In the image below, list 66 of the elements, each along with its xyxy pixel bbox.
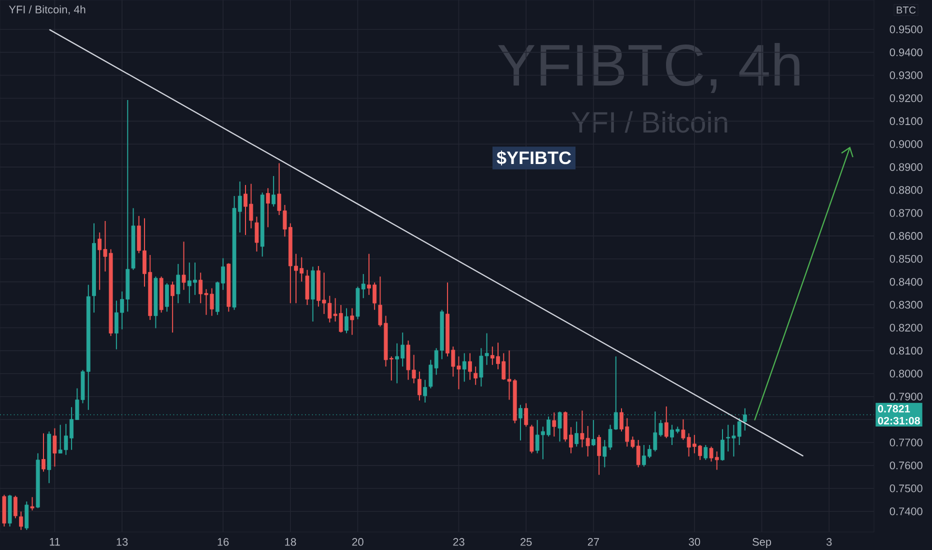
text: 02:31:08 — [878, 416, 920, 425]
y-tick-label: 0.9400 — [890, 48, 922, 56]
candlestick — [423, 379, 428, 404]
y-tick-label: 0.8200 — [890, 324, 922, 332]
candlestick — [30, 496, 34, 511]
x-tick-label: Sep — [752, 538, 772, 548]
y-tick-label: 0.9500 — [890, 26, 922, 34]
y-tick-label: 0.7600 — [890, 462, 922, 470]
candlestick — [574, 421, 579, 448]
x-tick-label: 16 — [218, 538, 229, 546]
y-tick-label: 0.8000 — [890, 370, 922, 378]
x-tick-label: 20 — [352, 538, 364, 546]
annotation: $YFIBTC — [496, 150, 572, 166]
y-tick-label: 0.9000 — [890, 140, 922, 148]
candlestick — [524, 402, 528, 428]
candlestick — [552, 412, 556, 438]
y-tick-label: 0.7400 — [890, 507, 922, 516]
chart-title: YFI / Bitcoin, 4h — [8, 5, 86, 15]
candlestick — [305, 269, 310, 306]
x-tick-label: 30 — [688, 538, 700, 546]
y-tick-label: 0.8100 — [890, 346, 922, 355]
y-tick-label: 0.7700 — [890, 438, 922, 446]
y-tick-label: 0.8600 — [890, 232, 922, 240]
y-tick-label: 0.7900 — [890, 392, 922, 400]
candlestick — [254, 216, 259, 252]
candlestick — [19, 511, 23, 530]
candlestick — [474, 366, 478, 386]
y-tick-label: 0.8400 — [890, 278, 922, 286]
x-tick-label: 25 — [520, 538, 532, 546]
candlestick — [704, 444, 708, 460]
y-tick-label: 0.9200 — [890, 94, 922, 102]
y-tick-label: 0.8500 — [890, 255, 922, 263]
y-axis-title: BTC — [896, 6, 916, 14]
x-tick-label: 27 — [588, 538, 599, 546]
x-tick-label: 11 — [50, 538, 60, 546]
y-tick-label: 0.8700 — [890, 209, 922, 217]
y-tick-label: 0.9100 — [890, 117, 922, 126]
candlestick — [664, 406, 668, 439]
x-tick-label: 18 — [285, 538, 296, 546]
candlestick — [468, 352, 472, 380]
candlestick — [597, 434, 601, 476]
candlestick — [272, 176, 276, 208]
candlestick — [164, 282, 169, 312]
candlestick — [266, 188, 270, 228]
ref-line-label: 0.7821 — [878, 404, 910, 412]
candlestick — [350, 308, 354, 336]
candlestick — [13, 495, 18, 519]
y-tick-label: 0.7500 — [890, 484, 922, 492]
y-tick-label: 0.8300 — [890, 300, 922, 309]
candlestick — [170, 281, 175, 334]
x-tick-label: 3 — [826, 538, 832, 546]
y-tick-label: 0.8800 — [890, 186, 922, 194]
candlestick — [24, 500, 29, 530]
candlestick — [42, 432, 46, 472]
candlestick — [591, 420, 596, 446]
candlestick — [176, 263, 180, 304]
candlestick — [462, 352, 466, 382]
candlestick — [720, 428, 724, 462]
x-tick-label: 23 — [453, 538, 464, 546]
x-tick-label: 13 — [116, 538, 128, 546]
candlestick — [344, 308, 348, 334]
y-tick-label: 0.9300 — [890, 71, 922, 80]
candlestick — [418, 371, 422, 401]
y-tick-label: 0.8900 — [890, 163, 922, 171]
candlestick — [182, 241, 186, 290]
candlestick — [52, 428, 57, 468]
